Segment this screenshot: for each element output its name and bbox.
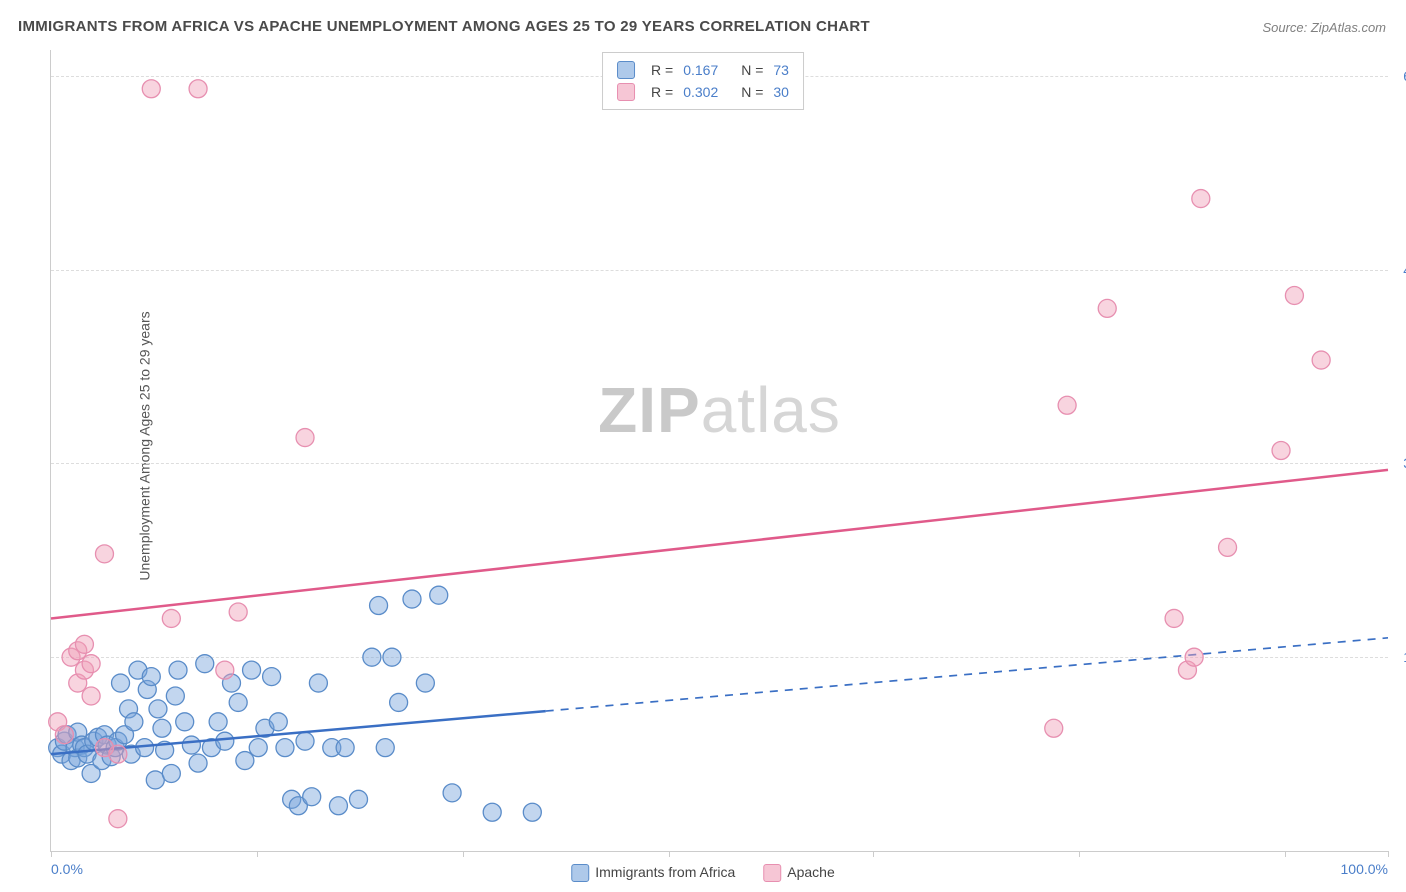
legend-item: Immigrants from Africa <box>571 864 735 882</box>
trend-line-dashed <box>546 638 1388 711</box>
scatter-point <box>329 797 347 815</box>
scatter-point <box>296 732 314 750</box>
scatter-point <box>350 790 368 808</box>
scatter-point <box>276 739 294 757</box>
x-tick <box>669 851 670 857</box>
scatter-point <box>229 603 247 621</box>
scatter-point <box>166 687 184 705</box>
scatter-point <box>309 674 327 692</box>
scatter-point <box>82 655 100 673</box>
source-attribution: Source: ZipAtlas.com <box>1262 20 1386 35</box>
scatter-point <box>109 745 127 763</box>
scatter-point <box>142 80 160 98</box>
scatter-point <box>216 661 234 679</box>
scatter-point <box>209 713 227 731</box>
scatter-point <box>95 545 113 563</box>
scatter-point <box>109 810 127 828</box>
x-tick <box>1285 851 1286 857</box>
legend-label: Immigrants from Africa <box>595 864 735 880</box>
scatter-point <box>1192 190 1210 208</box>
scatter-point <box>216 732 234 750</box>
scatter-point <box>249 739 267 757</box>
x-tick-label: 100.0% <box>1341 861 1388 877</box>
scatter-point <box>383 648 401 666</box>
plot-area: ZIPatlas 15.0%30.0%45.0%60.0%0.0%100.0% <box>50 50 1388 852</box>
scatter-point <box>336 739 354 757</box>
x-tick-label: 0.0% <box>51 861 83 877</box>
scatter-point <box>153 719 171 737</box>
x-tick <box>1388 851 1389 857</box>
scatter-point <box>162 609 180 627</box>
scatter-point <box>1058 396 1076 414</box>
scatter-point <box>370 597 388 615</box>
x-tick <box>51 851 52 857</box>
scatter-point <box>146 771 164 789</box>
scatter-point <box>1165 609 1183 627</box>
legend-swatch <box>763 864 781 882</box>
scatter-point <box>1312 351 1330 369</box>
x-tick <box>873 851 874 857</box>
scatter-point <box>55 726 73 744</box>
legend-n-label: N = <box>741 62 763 78</box>
scatter-point <box>483 803 501 821</box>
scatter-point <box>1285 286 1303 304</box>
scatter-point <box>176 713 194 731</box>
scatter-point <box>303 788 321 806</box>
x-tick <box>257 851 258 857</box>
legend-n-value: 73 <box>773 62 789 78</box>
legend-r-value: 0.302 <box>683 84 731 100</box>
scatter-point <box>1185 648 1203 666</box>
legend-r-value: 0.167 <box>683 62 731 78</box>
scatter-point <box>296 429 314 447</box>
scatter-point <box>403 590 421 608</box>
scatter-point <box>1272 442 1290 460</box>
scatter-point <box>75 635 93 653</box>
scatter-point <box>1045 719 1063 737</box>
x-tick <box>463 851 464 857</box>
correlation-legend: R = 0.167 N = 73 R = 0.302 N = 30 <box>602 52 804 110</box>
scatter-point <box>196 655 214 673</box>
legend-n-label: N = <box>741 84 763 100</box>
scatter-point <box>269 713 287 731</box>
legend-row: R = 0.167 N = 73 <box>617 59 789 81</box>
scatter-point <box>443 784 461 802</box>
scatter-point <box>390 693 408 711</box>
scatter-point <box>229 693 247 711</box>
chart-title: IMMIGRANTS FROM AFRICA VS APACHE UNEMPLO… <box>18 18 870 35</box>
legend-r-label: R = <box>651 62 673 78</box>
scatter-point <box>263 668 281 686</box>
legend-swatch <box>571 864 589 882</box>
scatter-point <box>162 764 180 782</box>
scatter-point <box>149 700 167 718</box>
legend-row: R = 0.302 N = 30 <box>617 81 789 103</box>
scatter-point <box>142 668 160 686</box>
scatter-point <box>125 713 143 731</box>
scatter-point <box>363 648 381 666</box>
legend-n-value: 30 <box>773 84 789 100</box>
scatter-point <box>112 674 130 692</box>
trend-line <box>51 470 1388 619</box>
scatter-point <box>243 661 261 679</box>
legend-item: Apache <box>763 864 834 882</box>
scatter-point <box>376 739 394 757</box>
scatter-point <box>236 752 254 770</box>
scatter-point <box>182 736 200 754</box>
scatter-point <box>523 803 541 821</box>
scatter-point <box>189 754 207 772</box>
legend-swatch <box>617 83 635 101</box>
legend-label: Apache <box>787 864 834 880</box>
x-tick <box>1079 851 1080 857</box>
legend-r-label: R = <box>651 84 673 100</box>
scatter-point <box>1219 538 1237 556</box>
scatter-point <box>189 80 207 98</box>
series-legend: Immigrants from Africa Apache <box>571 864 835 882</box>
scatter-point <box>169 661 187 679</box>
scatter-point <box>430 586 448 604</box>
scatter-svg <box>51 50 1388 851</box>
scatter-point <box>416 674 434 692</box>
scatter-point <box>82 687 100 705</box>
legend-swatch <box>617 61 635 79</box>
scatter-point <box>1098 299 1116 317</box>
